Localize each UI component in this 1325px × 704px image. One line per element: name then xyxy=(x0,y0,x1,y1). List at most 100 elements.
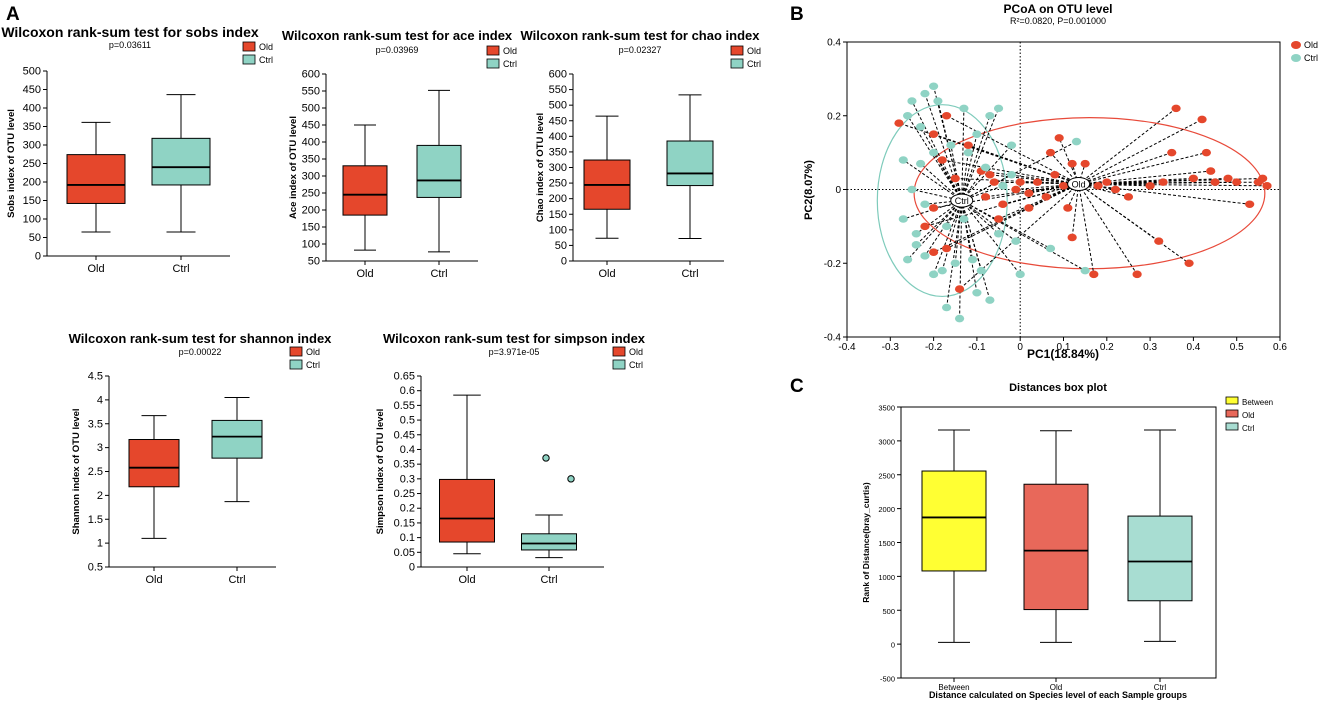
spider-line xyxy=(961,200,1086,272)
x-tick-label: -0.4 xyxy=(838,342,856,353)
y-axis-label: PC2(8.07%) xyxy=(803,160,815,220)
outlier-point xyxy=(567,475,575,483)
scatter-point xyxy=(998,182,1008,190)
y-tick-label: 2 xyxy=(97,490,103,502)
x-tick-label: Ctrl xyxy=(1154,683,1167,692)
y-axis-label: Chao index of OTU level xyxy=(535,113,546,222)
y-tick-label: 0.05 xyxy=(394,547,415,559)
scatter-point xyxy=(1058,182,1069,190)
x-tick-label: Old xyxy=(458,574,475,586)
y-tick-label: 1 xyxy=(97,538,103,550)
scatter-point xyxy=(1050,170,1060,179)
scatter-point xyxy=(911,229,921,238)
x-tick-label: Old xyxy=(356,268,373,280)
y-tick-label: 100 xyxy=(302,239,320,251)
spider-line xyxy=(1058,137,1080,185)
y-tick-label: 0.55 xyxy=(394,400,415,412)
box-ctrl xyxy=(151,94,211,233)
scatter-point xyxy=(941,244,952,253)
box-ctrl xyxy=(1127,429,1193,642)
legend-label: Between xyxy=(1242,398,1273,407)
chart-title: Wilcoxon rank-sum test for sobs index xyxy=(1,24,259,40)
y-tick-label: 0.45 xyxy=(394,429,415,441)
y-tick-label: 200 xyxy=(302,205,320,217)
legend-swatch xyxy=(242,41,256,52)
scatter-point xyxy=(929,148,939,157)
y-tick-label: 100 xyxy=(549,224,567,236)
y-tick-label: 0.4 xyxy=(400,444,415,456)
legend-label: Ctrl xyxy=(1304,53,1318,63)
scatter-point xyxy=(959,104,969,113)
scatter-point xyxy=(1110,185,1121,194)
box-body xyxy=(151,137,211,186)
y-tick-label: 300 xyxy=(549,162,567,174)
scatter-point xyxy=(1154,237,1164,245)
y-tick-label: 0.6 xyxy=(400,385,415,397)
y-tick-label: 300 xyxy=(302,171,320,183)
scatter-point xyxy=(911,241,921,249)
scatter-point xyxy=(1024,204,1034,212)
spider-line xyxy=(907,200,963,260)
legend-swatch xyxy=(612,346,626,357)
ellipse-old xyxy=(913,116,1266,270)
chart-subtitle: p=0.02327 xyxy=(619,45,662,55)
y-tick-label: 0.1 xyxy=(400,532,415,544)
chart-subtitle: p=0.03611 xyxy=(109,40,151,50)
scatter-point xyxy=(1184,259,1194,268)
scatter-point xyxy=(920,89,930,98)
y-tick-label: 150 xyxy=(23,195,41,207)
spider-line xyxy=(911,189,962,202)
scatter-point xyxy=(985,111,995,120)
y-tick-label: 250 xyxy=(23,158,41,170)
scatter-point xyxy=(941,111,952,120)
y-tick-label: 3.5 xyxy=(88,418,103,430)
chart-title: Wilcoxon rank-sum test for simpson index xyxy=(383,331,646,346)
spider-line xyxy=(1078,183,1138,275)
legend-swatch xyxy=(1225,409,1239,418)
legend-label: Old xyxy=(1304,40,1318,50)
scatter-point xyxy=(980,193,991,201)
x-tick-label: 0.6 xyxy=(1273,342,1287,353)
box-old xyxy=(342,124,388,251)
scatter-point xyxy=(1145,182,1155,190)
scatter-point xyxy=(929,82,939,91)
scatter-point xyxy=(1041,193,1051,201)
spider-line xyxy=(1078,183,1095,275)
box-body xyxy=(211,419,263,459)
spider-line xyxy=(1071,183,1080,238)
y-tick-label: 3 xyxy=(97,442,103,454)
y-tick-label: 450 xyxy=(302,120,320,132)
y-tick-label: -0.4 xyxy=(824,333,842,344)
scatter-point xyxy=(1197,115,1207,124)
scatter-point xyxy=(929,248,939,256)
x-tick-label: Ctrl xyxy=(228,574,245,586)
scatter-point xyxy=(916,123,926,131)
x-tick-label: Between xyxy=(938,683,969,692)
scatter-point xyxy=(1188,174,1198,183)
scatter-point xyxy=(1223,174,1233,183)
y-tick-label: 450 xyxy=(549,115,567,127)
y-tick-label: 350 xyxy=(302,154,320,166)
box-old xyxy=(1023,430,1089,643)
legend-swatch xyxy=(289,359,303,370)
spider-line xyxy=(933,200,963,275)
y-tick-label: 400 xyxy=(302,137,320,149)
y-tick-label: 1500 xyxy=(878,539,895,548)
box-body xyxy=(921,470,987,572)
y-tick-label: 0.5 xyxy=(400,415,415,427)
scatter-point xyxy=(985,170,995,179)
x-tick-label: Old xyxy=(145,574,162,586)
scatter-point xyxy=(929,270,939,279)
x-tick-label: 0.4 xyxy=(1186,342,1200,353)
scatter-point xyxy=(1063,204,1073,212)
y-axis-label: Simpson index of OTU level xyxy=(375,409,386,535)
box-ctrl xyxy=(211,396,263,503)
spider-line xyxy=(1028,183,1079,209)
scatter-point xyxy=(1015,270,1025,279)
scatter-point xyxy=(1123,193,1134,201)
scatter-point xyxy=(1132,270,1142,279)
box-old xyxy=(66,121,126,233)
spider-line xyxy=(907,115,963,201)
scatter-point xyxy=(920,222,930,231)
